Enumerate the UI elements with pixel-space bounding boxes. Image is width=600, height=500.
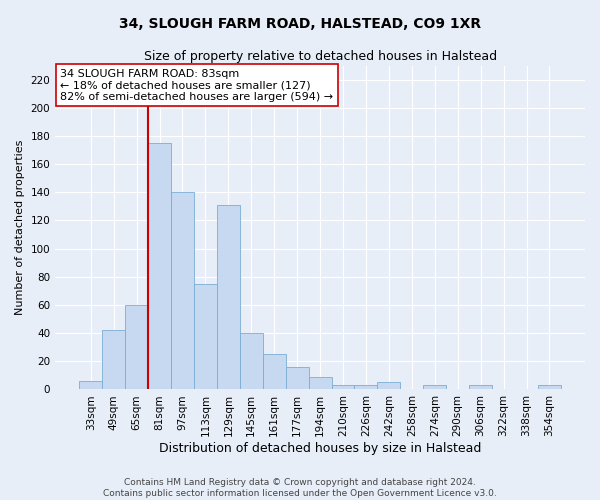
Bar	[538, 385, 561, 390]
Bar	[102, 330, 125, 390]
Bar	[240, 333, 263, 390]
Bar	[355, 385, 377, 390]
Bar	[217, 205, 240, 390]
Bar	[423, 385, 446, 390]
Bar	[171, 192, 194, 390]
Bar	[308, 377, 332, 390]
Text: 34, SLOUGH FARM ROAD, HALSTEAD, CO9 1XR: 34, SLOUGH FARM ROAD, HALSTEAD, CO9 1XR	[119, 18, 481, 32]
Bar	[263, 354, 286, 390]
Bar	[286, 367, 308, 390]
Bar	[469, 385, 492, 390]
X-axis label: Distribution of detached houses by size in Halstead: Distribution of detached houses by size …	[159, 442, 481, 455]
Text: 34 SLOUGH FARM ROAD: 83sqm
← 18% of detached houses are smaller (127)
82% of sem: 34 SLOUGH FARM ROAD: 83sqm ← 18% of deta…	[61, 69, 334, 102]
Bar	[377, 382, 400, 390]
Bar	[125, 305, 148, 390]
Bar	[332, 385, 355, 390]
Bar	[79, 381, 102, 390]
Title: Size of property relative to detached houses in Halstead: Size of property relative to detached ho…	[143, 50, 497, 63]
Bar	[148, 143, 171, 390]
Bar	[194, 284, 217, 390]
Y-axis label: Number of detached properties: Number of detached properties	[15, 140, 25, 315]
Text: Contains HM Land Registry data © Crown copyright and database right 2024.
Contai: Contains HM Land Registry data © Crown c…	[103, 478, 497, 498]
